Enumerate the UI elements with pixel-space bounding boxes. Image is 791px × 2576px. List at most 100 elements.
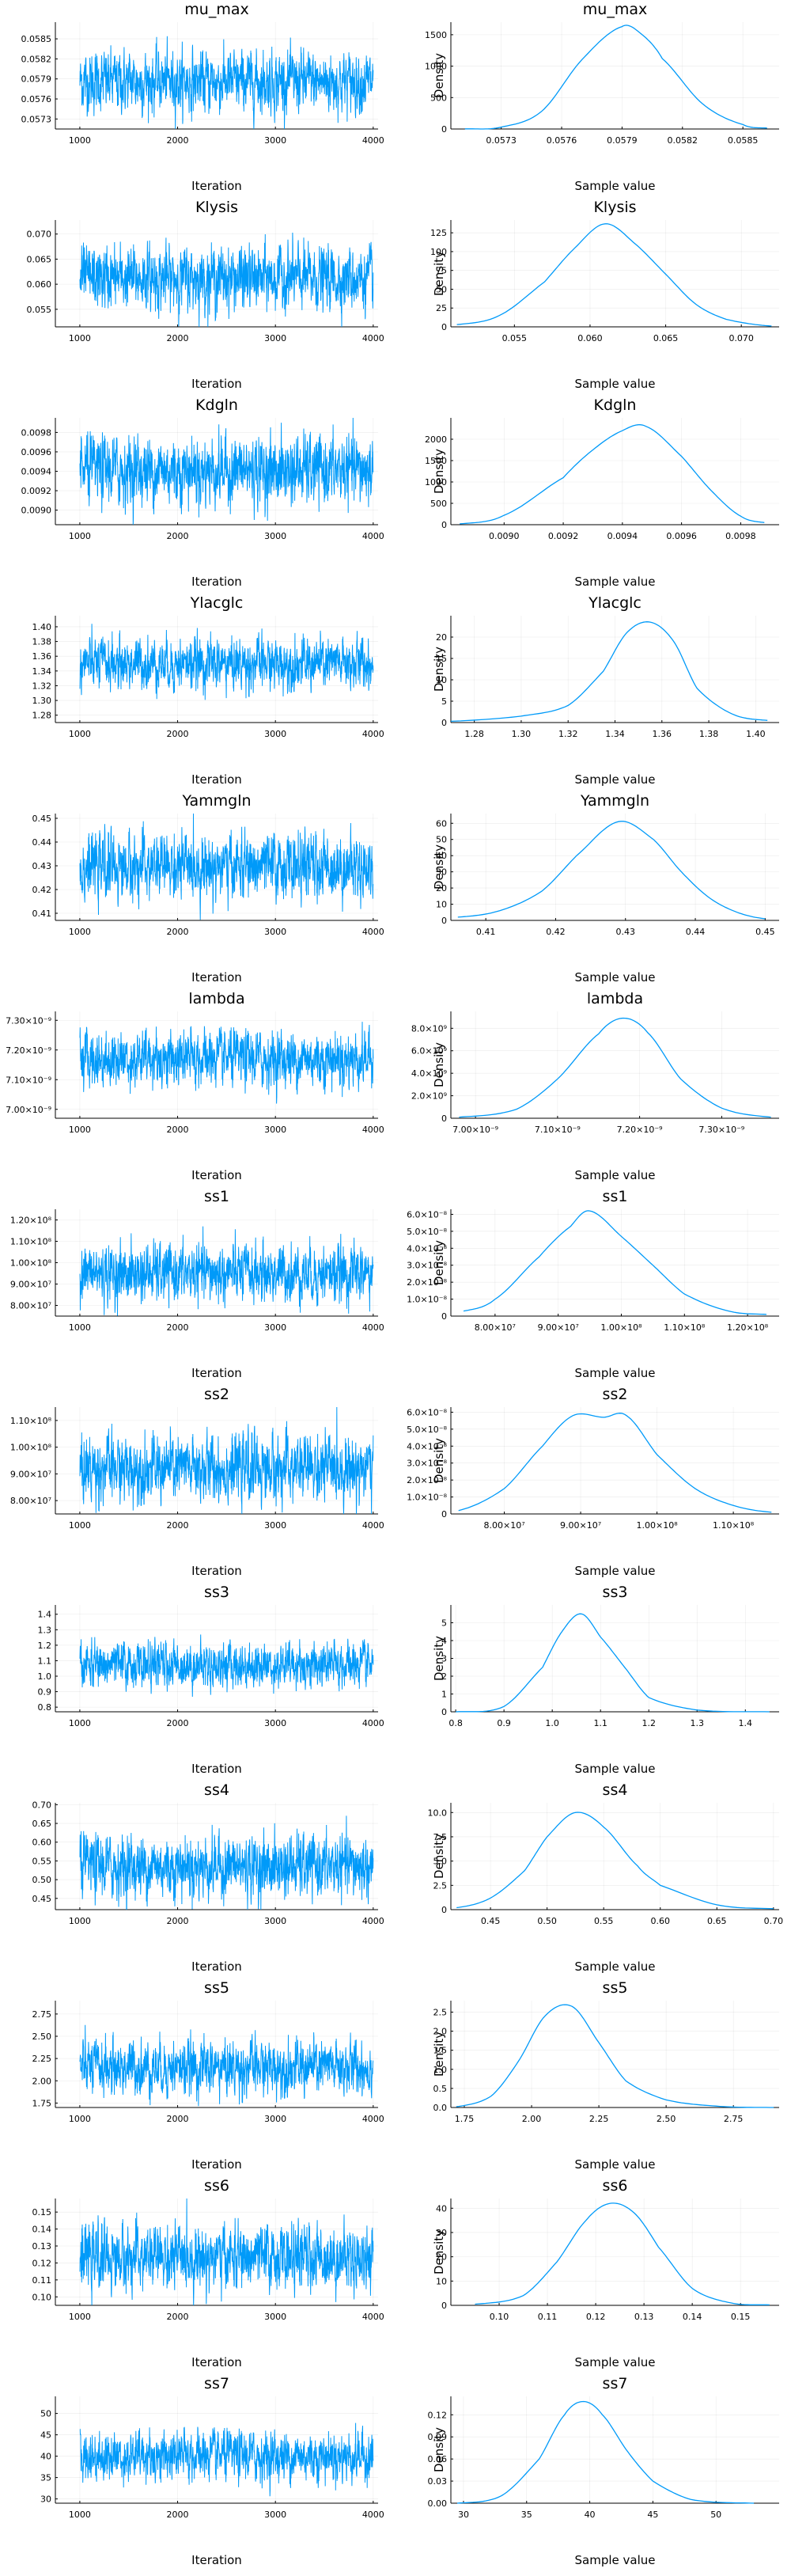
y-tick-label: 5: [441, 696, 447, 707]
x-tick-label: 4000: [362, 333, 384, 343]
y-tick-label: 7.30×10⁻⁹: [6, 1015, 51, 1026]
y-axis-label: Density: [432, 449, 446, 494]
x-axis-label: Iteration: [191, 1564, 242, 1578]
y-tick-label: 1000: [425, 477, 447, 488]
x-tick-label: 1.1: [593, 1718, 607, 1728]
y-tick-label: 1.00×10⁸: [10, 1258, 52, 1269]
trace-panel-ss4: ss4 1000 2000 3000 4000 0.45 0.50 0.55 0.60 0.65 0…: [32, 1781, 384, 1974]
y-axis-label: Density: [432, 1636, 446, 1681]
x-tick-label: 2000: [167, 1125, 189, 1135]
y-tick-label: 50: [436, 284, 447, 294]
y-tick-label: 1.1: [38, 1656, 52, 1666]
x-tick-label: 3000: [264, 1125, 286, 1135]
y-tick-label: 5.0×10⁻⁸: [407, 1425, 448, 1435]
y-tick-label: 0.0573: [21, 114, 52, 124]
x-tick-label: 0.0094: [607, 531, 638, 541]
x-tick-label: 0.0576: [547, 135, 577, 146]
x-tick-label: 2000: [167, 1520, 189, 1531]
panel-title: lambda: [188, 990, 244, 1007]
density-panel-ss2: ss2 8.00×10⁷ 9.00×10⁷ 1.00×10⁸ 1.10×10⁸ 0 1.0×…: [407, 1386, 779, 1578]
panel-title: lambda: [587, 990, 643, 1007]
y-tick-label: 0.55: [32, 1856, 52, 1866]
x-tick-label: 0.15: [731, 2312, 751, 2322]
x-tick-label: 2.00: [522, 2114, 542, 2124]
panel-title: Klysis: [195, 199, 238, 216]
x-tick-label: 0.0573: [486, 135, 517, 146]
x-axis-label: Iteration: [191, 970, 242, 984]
x-tick-label: 0.42: [546, 927, 566, 937]
y-tick-label: 0: [441, 718, 447, 728]
y-tick-label: 0: [441, 1113, 447, 1124]
x-tick-label: 0.065: [653, 333, 679, 343]
density-panel-ss6: ss6 0.10 0.11 0.12 0.13 0.14 0.15 0 10 20 30 40 Samp…: [432, 2177, 779, 2369]
y-tick-label: 1.32: [32, 681, 52, 691]
y-tick-label: 0: [441, 124, 447, 135]
trace-panel-mu_max: mu_max 1000 2000 3000 4000 0.0573 0.0576 0.0579…: [21, 1, 384, 193]
y-tick-label: 10.0: [428, 1808, 448, 1818]
y-tick-label: 7.20×10⁻⁹: [6, 1045, 51, 1056]
x-axis-label: Iteration: [191, 1762, 242, 1776]
y-axis-label: Density: [432, 1240, 446, 1285]
density-panel-Kdgln: Kdgln 0.0090 0.0092 0.0094 0.0096 0.0098 0 500 1…: [425, 396, 779, 589]
x-tick-label: 1.36: [653, 729, 672, 739]
x-tick-label: 40: [585, 2510, 596, 2520]
y-tick-label: 0.0579: [21, 74, 52, 85]
y-tick-label: 0.00: [428, 2498, 448, 2509]
y-tick-label: 0.14: [32, 2225, 52, 2235]
y-tick-label: 1.36: [32, 651, 52, 662]
panel-title: mu_max: [583, 1, 647, 18]
x-tick-label: 7.10×10⁻⁹: [535, 1125, 581, 1135]
trace-panel-Yammgln: Yammgln 1000 2000 3000 4000 0.41 0.42 0.43 0.44 0…: [32, 792, 384, 984]
y-tick-label: 30: [436, 2228, 447, 2238]
x-tick-label: 2.75: [724, 2114, 744, 2124]
y-axis-label: Density: [432, 2229, 446, 2274]
x-tick-label: 3000: [264, 135, 286, 146]
y-tick-label: 1.75: [32, 2098, 52, 2108]
x-tick-label: 2000: [167, 2114, 189, 2124]
y-tick-label: 1.2: [38, 1641, 52, 1651]
x-tick-label: 9.00×10⁷: [560, 1520, 601, 1531]
y-tick-label: 0: [441, 916, 447, 926]
panel-title: ss4: [204, 1781, 229, 1799]
y-tick-label: 0.44: [32, 837, 52, 848]
x-tick-label: 4000: [362, 927, 384, 937]
panel-title: ss2: [204, 1386, 229, 1403]
x-tick-label: 2000: [167, 927, 189, 937]
y-tick-label: 1.28: [32, 711, 52, 721]
x-tick-label: 4000: [362, 1718, 384, 1728]
x-tick-label: 1.00×10⁸: [600, 1322, 642, 1333]
x-axis-label: Sample value: [575, 970, 656, 984]
y-tick-label: 1.10×10⁸: [10, 1237, 52, 1247]
x-tick-label: 0.11: [538, 2312, 558, 2322]
y-tick-label: 2.75: [32, 2009, 52, 2020]
y-axis-label: Density: [432, 2032, 446, 2077]
y-tick-label: 0.50: [32, 1875, 52, 1885]
panel-title: Ylacglc: [190, 594, 244, 612]
y-tick-label: 0.15: [32, 2207, 52, 2217]
y-tick-label: 1.30: [32, 696, 52, 706]
y-tick-label: 2.0: [433, 2027, 448, 2037]
trace-panel-ss6: ss6 1000 2000 3000 4000 0.10 0.11 0.12 0.13 0.14 0…: [32, 2177, 384, 2369]
x-tick-label: 35: [521, 2510, 532, 2520]
x-tick-label: 0.65: [707, 1916, 727, 1926]
trace-panel-ss2: ss2 1000 2000 3000 4000 8.00×10⁷ 9.00×10⁷ 1.00×…: [10, 1386, 384, 1578]
y-tick-label: 0.0576: [21, 94, 52, 104]
y-tick-label: 0.13: [32, 2241, 52, 2252]
x-tick-label: 2000: [167, 135, 189, 146]
x-axis-label: Sample value: [575, 179, 656, 193]
x-axis-label: Sample value: [575, 772, 656, 787]
y-tick-label: 10: [436, 675, 447, 685]
y-tick-label: 0.12: [428, 2410, 448, 2420]
x-tick-label: 0.10: [490, 2312, 509, 2322]
x-axis-label: Sample value: [575, 2355, 656, 2369]
y-tick-label: 1.0: [433, 2065, 448, 2075]
density-series-line: [456, 1613, 770, 1713]
density-panel-ss5: ss5 1.75 2.00 2.25 2.50 2.75 0.0 0.5 1.0 1.5 2.0 2.…: [432, 1979, 779, 2172]
x-tick-label: 4000: [362, 1322, 384, 1333]
x-tick-label: 8.00×10⁷: [475, 1322, 516, 1333]
x-tick-label: 45: [647, 2510, 658, 2520]
x-axis-label: Iteration: [191, 1960, 242, 1974]
panel-title: ss5: [603, 1979, 628, 1997]
x-axis-label: Sample value: [575, 1168, 656, 1182]
x-tick-label: 0.070: [729, 333, 754, 343]
